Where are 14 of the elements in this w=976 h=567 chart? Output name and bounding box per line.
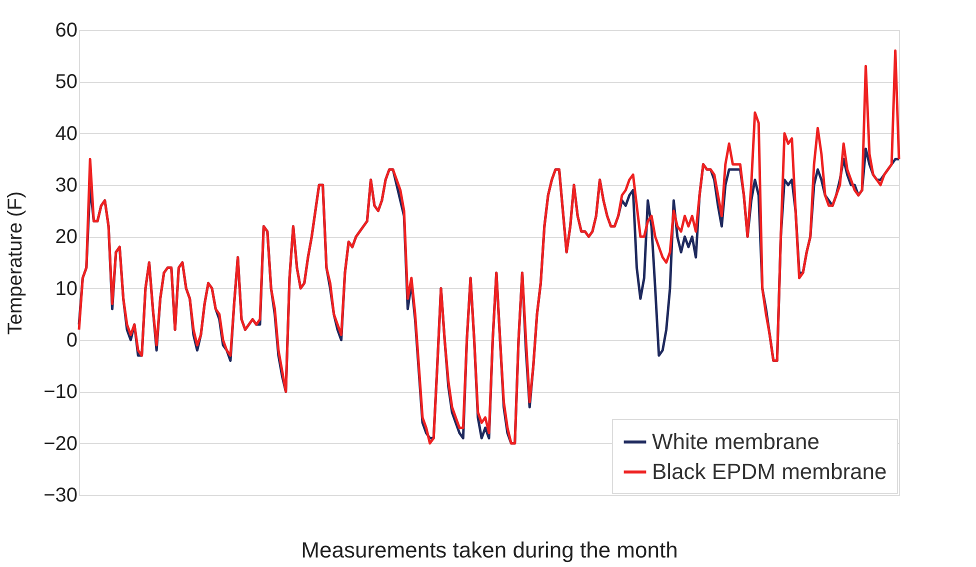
legend-label: Black EPDM membrane (652, 459, 887, 484)
y-tick-label: −20 (44, 432, 78, 455)
x-axis-title: Measurements taken during the month (301, 538, 678, 562)
y-axis-title: Temperature (F) (4, 191, 27, 335)
y-tick-label: −30 (44, 484, 78, 506)
legend-label: White membrane (652, 429, 820, 454)
y-tick-label: 0 (66, 330, 78, 352)
y-tick-label: −10 (44, 381, 78, 404)
y-tick-label: 20 (55, 226, 78, 248)
y-tick-label: 50 (55, 71, 78, 94)
y-tick-label: 30 (55, 174, 78, 196)
y-tick-label: 40 (55, 122, 78, 145)
y-tick-label: 60 (55, 20, 78, 42)
y-tick-label: 10 (55, 278, 78, 300)
